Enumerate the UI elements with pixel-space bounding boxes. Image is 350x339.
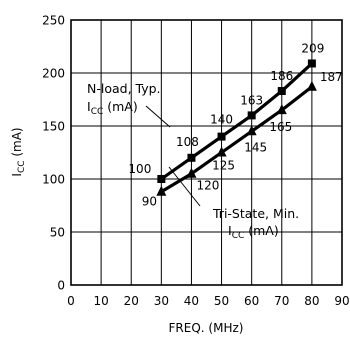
tristate-point-marker (246, 125, 257, 136)
tristate-pointer (168, 166, 201, 207)
x-tick-label: 70 (274, 294, 289, 308)
y-tick-labels: 0 50 100 150 200 250 (42, 14, 65, 293)
y-tick-label: 150 (42, 120, 65, 134)
y-tick-label: 50 (50, 226, 65, 240)
x-tick-label: 0 (67, 294, 75, 308)
x-tick-label: 80 (304, 294, 319, 308)
series-line-nload (160, 62, 313, 181)
tristate-point-marker (216, 146, 227, 157)
x-tick-labels: 0 10 20 30 40 50 60 70 80 90 (67, 294, 349, 308)
nload-annotation-line2: ICC (mA) (87, 99, 138, 117)
y-tick-label: 0 (57, 279, 65, 293)
x-axis-title: FREQ. (MHz) (169, 321, 244, 335)
tristate-point-marker (186, 167, 197, 178)
tristate-data-label: 145 (244, 140, 267, 154)
tristate-data-label: 165 (269, 120, 292, 134)
nload-point-marker (157, 175, 166, 183)
tristate-data-label: 120 (196, 179, 219, 193)
nload-point-marker (307, 59, 316, 68)
y-tick-label: 100 (42, 173, 65, 187)
series-layer (156, 59, 317, 196)
tristate-data-label: 125 (212, 159, 235, 173)
tristate-point-marker (306, 80, 317, 91)
nload-pointer (145, 105, 171, 128)
tristate-point-marker (276, 104, 287, 115)
plot-frame (70, 19, 343, 286)
nload-point-marker (277, 87, 286, 96)
nload-point-marker (247, 111, 256, 120)
x-tick-label: 30 (154, 294, 169, 308)
tristate-data-label: 90 (142, 195, 157, 209)
x-tick-label: 60 (244, 294, 259, 308)
tristate-data-label: 187 (320, 70, 343, 84)
x-tick-label: 50 (214, 294, 229, 308)
nload-point-marker (187, 153, 196, 162)
nload-annotation-line1: N-load, Typ. (87, 81, 161, 96)
y-tick-label: 250 (42, 14, 65, 28)
nload-data-label: 140 (210, 113, 233, 127)
series-line-tristate (160, 85, 313, 194)
nload-point-marker (217, 132, 226, 141)
x-tick-label: 40 (184, 294, 199, 308)
x-tick-label: 20 (124, 294, 139, 308)
x-tick-label: 90 (334, 294, 349, 308)
y-axis-title: ICC (mA) (10, 127, 27, 176)
tristate-point-marker (156, 185, 167, 196)
y-tick-label: 200 (42, 67, 65, 81)
x-tick-label: 10 (93, 294, 108, 308)
tristate-annotation-line2: ICC (mA) (228, 223, 279, 241)
nload-data-label: 163 (240, 93, 263, 107)
nload-data-label: 209 (301, 41, 324, 55)
grid (71, 20, 342, 285)
nload-data-label: 108 (176, 135, 199, 149)
tristate-annotation-line1: Tri-State, Min. (212, 206, 299, 221)
nload-data-label: 186 (270, 69, 293, 83)
nload-data-label: 100 (128, 162, 151, 176)
